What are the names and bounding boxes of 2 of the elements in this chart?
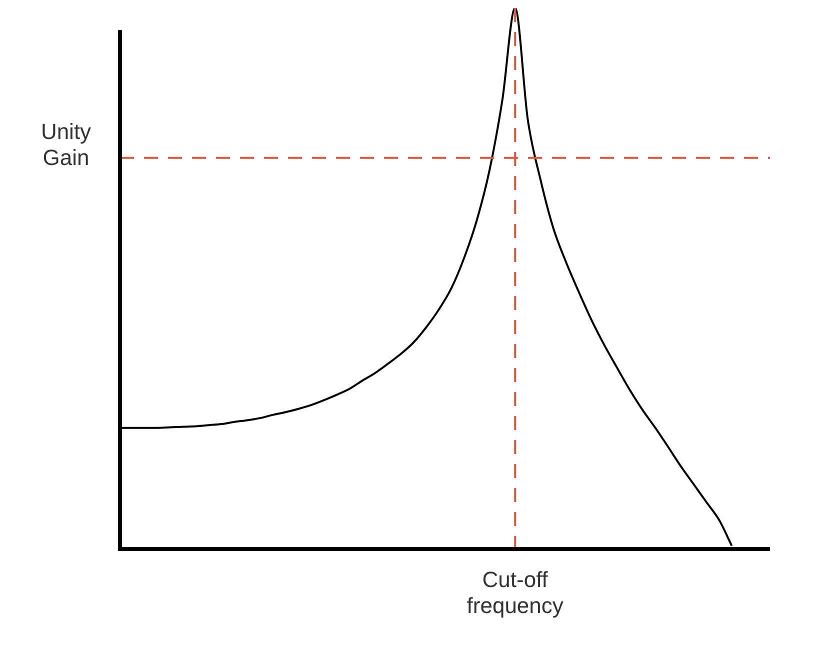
- ref-line-label: Unity Gain: [40, 118, 92, 170]
- text: Cut-off frequency: [466, 567, 564, 618]
